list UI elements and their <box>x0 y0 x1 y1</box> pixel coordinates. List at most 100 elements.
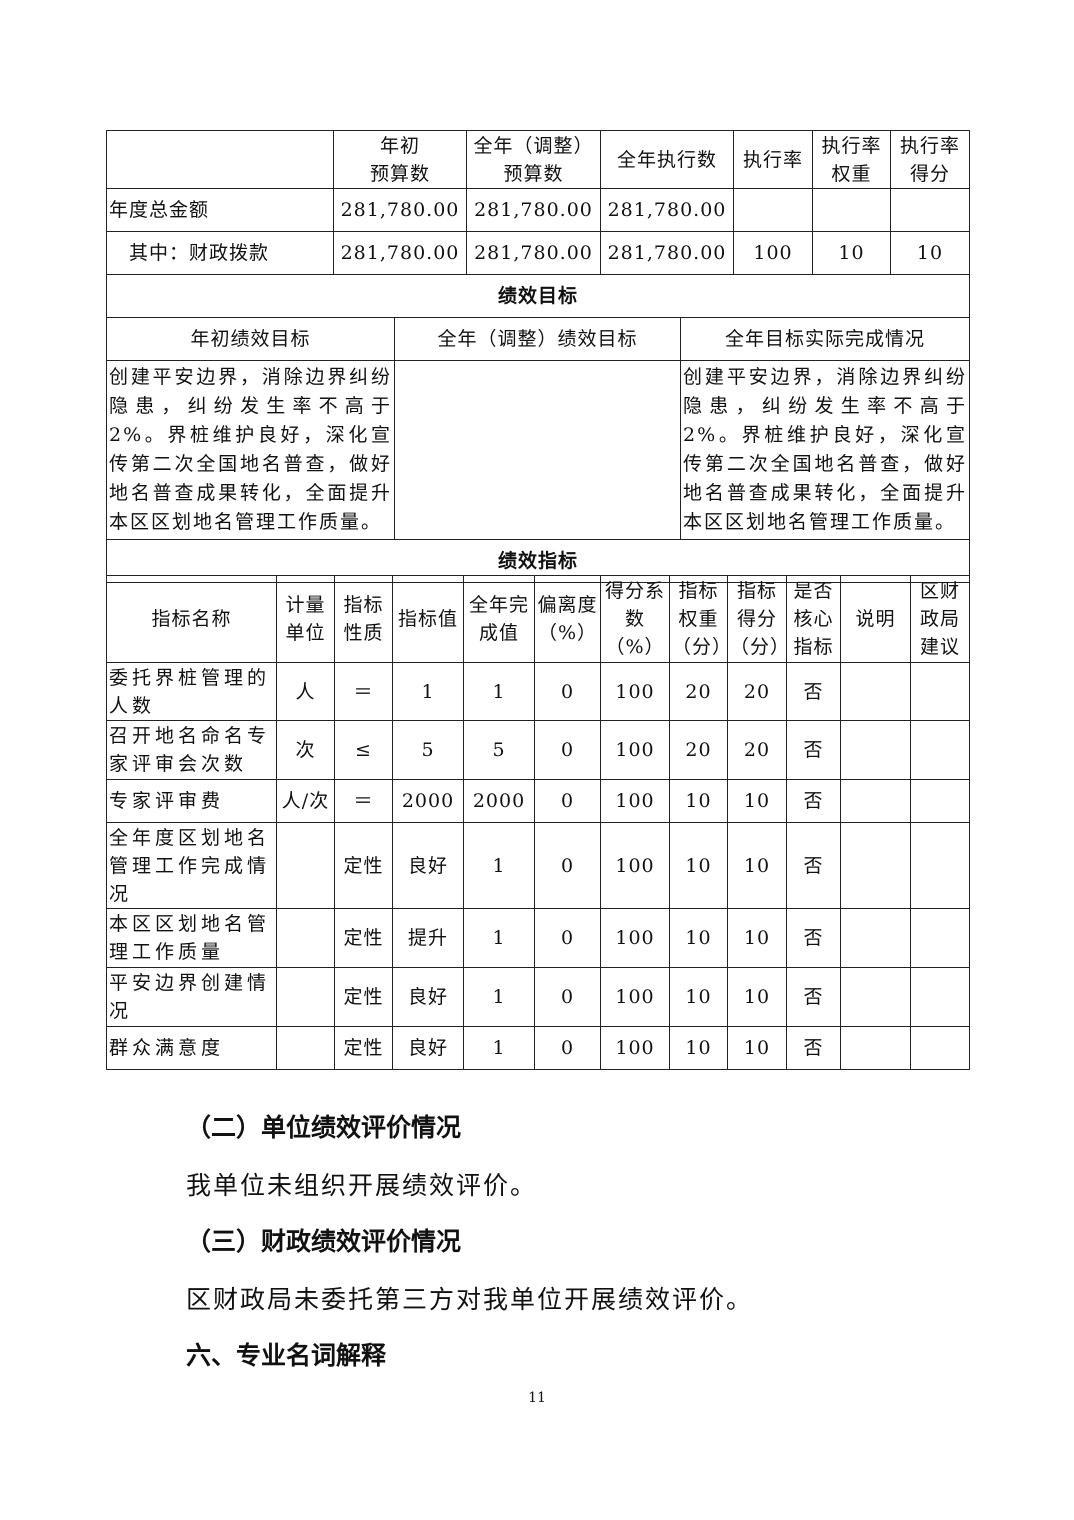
indicator-header: 计量单位 <box>276 575 335 663</box>
indicator-cell: 100 <box>600 967 670 1027</box>
indicator-cell <box>910 822 970 909</box>
goal-actual: 创建平安边界，消除边界纠纷隐患，纠纷发生率不高于2%。界桩维护良好，深化宣传第二… <box>679 360 971 540</box>
indicator-cell <box>840 779 911 823</box>
section-heading: （二）单位绩效评价情况 <box>186 1113 462 1142</box>
indicator-cell <box>276 908 335 968</box>
indicator-cell: 0 <box>534 908 601 968</box>
budget-row: 年度总金额 281,780.00 281,780.00 281,780.00 <box>106 188 970 232</box>
indicator-cell: 否 <box>786 822 841 909</box>
indicator-cell <box>910 908 970 968</box>
indicator-cell: ＝ <box>334 779 393 823</box>
goals-section-title: 绩效目标 <box>105 274 971 318</box>
indicator-cell: 1 <box>463 822 535 909</box>
indicator-cell: 全年度区划地名管理工作完成情况 <box>106 822 277 909</box>
indicator-cell <box>910 779 970 823</box>
indicator-cell: 10 <box>727 967 787 1027</box>
indicator-cell: 委托界桩管理的人数 <box>106 662 277 721</box>
indicator-row: 委托界桩管理的人数人＝ 1 1 0 100 20 20 否 <box>106 662 970 721</box>
indicator-cell <box>840 662 911 721</box>
indicator-header: 指标性质 <box>334 575 393 663</box>
budget-cell: 281,780.00 <box>600 188 734 232</box>
budget-cell <box>733 188 813 232</box>
budget-header-row: 年初 预算数 全年（调整） 预算数 全年执行数 执行率 执行率 权重 执行率 得分 <box>106 130 970 189</box>
indicators-table: 指标名称 计量单位 指标性质 指标值 全年完成值 偏离度（%） 得分系数（%） 指标权重（分）… <box>106 575 970 1070</box>
indicator-cell: 否 <box>786 779 841 823</box>
indicator-header: 得分系数（%） <box>600 575 670 663</box>
indicator-cell: 0 <box>534 720 601 780</box>
indicator-cell: 本区区划地名管理工作质量 <box>106 908 277 968</box>
section-heading: （三）财政绩效评价情况 <box>186 1227 462 1256</box>
goal-header: 全年（调整）绩效目标 <box>394 317 681 361</box>
indicator-cell: 10 <box>727 822 787 909</box>
budget-header: 年初 预算数 <box>333 130 467 189</box>
indicator-header: 是否核心指标 <box>786 575 841 663</box>
budget-header: 全年（调整） 预算数 <box>466 130 601 189</box>
goal-initial: 创建平安边界，消除边界纠纷隐患，纠纷发生率不高于2%。界桩维护良好，深化宣传第二… <box>106 360 395 540</box>
section-heading: 六、专业名词解释 <box>186 1341 387 1370</box>
indicator-header: 全年完成值 <box>463 575 535 663</box>
indicator-cell: 1 <box>392 662 464 721</box>
indicator-row: 召开地名命名专家评审会次数次 ≤5 5 0 100 20 20 否 <box>106 720 970 780</box>
budget-cell: 281,780.00 <box>333 231 467 275</box>
indicator-cell: 定性 <box>334 908 393 968</box>
indicator-cell: 0 <box>534 822 601 909</box>
indicator-cell: 定性 <box>334 822 393 909</box>
indicator-cell: 定性 <box>334 1026 393 1070</box>
indicator-cell: 良好 <box>392 822 464 909</box>
indicator-cell: 10 <box>669 908 728 968</box>
indicator-cell: 0 <box>534 662 601 721</box>
indicator-cell: 10 <box>727 908 787 968</box>
indicator-cell: 群众满意度 <box>106 1026 277 1070</box>
indicator-cell: 否 <box>786 967 841 1027</box>
indicator-cell: 专家评审费 <box>106 779 277 823</box>
indicator-header: 指标名称 <box>106 575 277 663</box>
goal-header: 年初绩效目标 <box>106 317 395 361</box>
indicator-cell: 0 <box>534 967 601 1027</box>
indicator-header: 偏离度（%） <box>534 575 601 663</box>
indicator-header: 区财政局建议 <box>910 575 970 663</box>
budget-header: 执行率 <box>733 130 813 189</box>
budget-header: 全年执行数 <box>600 130 734 189</box>
indicator-cell <box>276 967 335 1027</box>
indicator-header: 指标权重（分） <box>669 575 728 663</box>
indicator-cell <box>910 720 970 780</box>
indicator-cell <box>276 822 335 909</box>
indicator-cell: 次 <box>276 720 335 780</box>
indicator-cell: 否 <box>786 662 841 721</box>
indicator-cell: 平安边界创建情况 <box>106 967 277 1027</box>
indicator-cell: 100 <box>600 1026 670 1070</box>
indicator-cell: 1 <box>463 1026 535 1070</box>
indicator-header-row: 指标名称 计量单位 指标性质 指标值 全年完成值 偏离度（%） 得分系数（%） 指标权重（分）… <box>106 575 970 663</box>
indicator-cell: 1 <box>463 967 535 1027</box>
budget-table: 年初 预算数 全年（调整） 预算数 全年执行数 执行率 执行率 权重 执行率 得分 年度总金… <box>106 130 970 275</box>
budget-cell: 10 <box>890 231 970 275</box>
indicator-cell: 0 <box>534 779 601 823</box>
section-text: 区财政局未委托第三方对我单位开展绩效评价。 <box>186 1285 754 1314</box>
indicator-cell: 10 <box>727 779 787 823</box>
indicator-cell: 10 <box>669 967 728 1027</box>
indicator-cell <box>840 720 911 780</box>
indicator-cell: 100 <box>600 720 670 780</box>
indicator-row: 平安边界创建情况 定性 良好 1 0 100 10 10 否 <box>106 967 970 1027</box>
goals-table: 绩效目标 年初绩效目标 全年（调整）绩效目标 全年目标实际完成情况 创建平安边界… <box>105 274 971 583</box>
indicator-cell: 定性 <box>334 967 393 1027</box>
indicator-cell: 1 <box>463 662 535 721</box>
indicator-cell <box>840 822 911 909</box>
budget-header: 执行率 权重 <box>812 130 891 189</box>
indicator-cell <box>276 1026 335 1070</box>
indicator-cell: 2000 <box>392 779 464 823</box>
indicator-header: 指标得分（分） <box>727 575 787 663</box>
indicator-row: 群众满意度 定性 良好 1 0 100 10 10 否 <box>106 1026 970 1070</box>
goal-adjusted <box>394 360 681 540</box>
budget-cell <box>812 188 891 232</box>
indicator-cell: 100 <box>600 822 670 909</box>
indicator-cell: 良好 <box>392 1026 464 1070</box>
budget-cell: 其中：财政拨款 <box>106 231 334 275</box>
indicator-cell <box>910 662 970 721</box>
indicator-cell: 10 <box>727 1026 787 1070</box>
indicator-cell: 10 <box>669 1026 728 1070</box>
indicator-cell: 10 <box>669 779 728 823</box>
page-number: 11 <box>528 1390 546 1406</box>
indicator-row: 专家评审费 人/次＝ 2000 2000 0 100 10 10 否 <box>106 779 970 823</box>
